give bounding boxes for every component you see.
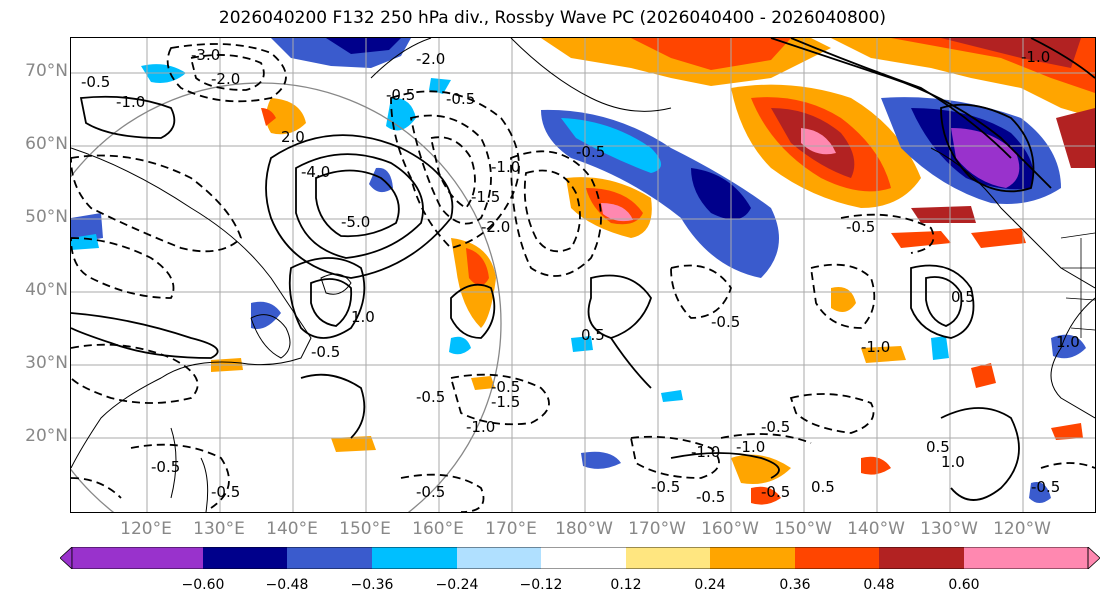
lon-label-130w: 130°W: [920, 519, 978, 539]
colorbar-segment: [372, 547, 457, 569]
contour-label: -0.5: [1031, 478, 1061, 496]
colorbar-tick: 0.24: [694, 577, 726, 593]
colorbar-tick: 0.12: [610, 577, 642, 593]
lat-label-60n: 60°N: [25, 134, 68, 154]
contour-label: 0.5: [581, 326, 605, 344]
reference-circle: [71, 82, 502, 512]
contour-label: -5.0: [341, 213, 371, 231]
contour-label: 1.0: [351, 308, 375, 326]
contours: [71, 38, 1095, 501]
coastlines: [71, 38, 1095, 512]
colorbar-tick: 0.36: [779, 577, 811, 593]
contour-label: -0.5: [311, 343, 341, 361]
lon-label-170w: 170°W: [628, 519, 686, 539]
contour-label: 1.0: [941, 453, 965, 471]
colorbar-segment: [72, 547, 203, 569]
lat-label-70n: 70°N: [25, 61, 68, 81]
contour-label: 0.5: [951, 288, 975, 306]
contour-label: -0.5: [651, 478, 681, 496]
lon-label-180w: 180°W: [555, 519, 613, 539]
contour-label: -1.0: [691, 443, 721, 461]
contour-label: -0.5: [211, 483, 241, 501]
contour-label: -0.5: [446, 90, 476, 108]
lon-label-150w: 150°W: [774, 519, 832, 539]
contour-label: -1.0: [116, 93, 146, 111]
colorbar-segment: [795, 547, 879, 569]
contour-label: -0.5: [151, 458, 181, 476]
lon-label-160e: 160°E: [412, 519, 464, 539]
contour-label: -3.0: [191, 46, 221, 64]
colorbar-segment: [287, 547, 372, 569]
contour-label: -0.5: [491, 378, 521, 396]
contour-label: -0.5: [576, 143, 606, 161]
contour-label: -1.0: [491, 158, 521, 176]
colorbar-segment: [879, 547, 964, 569]
map-title: 2026040200 F132 250 hPa div., Rossby Wav…: [218, 8, 887, 28]
lon-label-120e: 120°E: [120, 519, 172, 539]
lon-label-140w: 140°W: [847, 519, 905, 539]
contour-label: -0.5: [711, 313, 741, 331]
negative-contours: [71, 43, 1095, 512]
lon-label-120w: 120°W: [993, 519, 1051, 539]
lat-lon-grid: [71, 38, 1095, 512]
lat-label-30n: 30°N: [25, 353, 68, 373]
contour-label: -1.0: [466, 418, 496, 436]
colorbar-tick: 0.60: [948, 577, 980, 593]
colorbar: [60, 547, 1100, 569]
contour-label: -1.5: [471, 188, 501, 206]
contour-label: 1.0: [1056, 333, 1080, 351]
contour-label: 2.0: [281, 128, 305, 146]
lon-label-160w: 160°W: [701, 519, 759, 539]
colorbar-segment: [203, 547, 287, 569]
map-canvas: [71, 38, 1095, 512]
colorbar-segment: [541, 547, 626, 569]
contour-label: -0.5: [416, 388, 446, 406]
political-borders: [1060, 232, 1095, 338]
contour-label: -2.0: [211, 70, 241, 88]
colorbar-tick: −0.36: [350, 577, 394, 593]
contour-label: 0.5: [811, 478, 835, 496]
contour-label: -0.5: [761, 418, 791, 436]
contour-label: 0.5: [926, 438, 950, 456]
colorbar-segment: [60, 547, 73, 569]
colorbar-tick: −0.48: [265, 577, 309, 593]
contour-label: -1.5: [491, 393, 521, 411]
colorbar-segment: [1087, 547, 1100, 569]
colorbar-tick: −0.60: [181, 577, 225, 593]
lat-label-40n: 40°N: [25, 280, 68, 300]
contour-label: -0.5: [416, 483, 446, 501]
contour-label: -2.0: [416, 50, 446, 68]
colorbar-segment: [964, 547, 1088, 569]
contour-label: -0.5: [761, 483, 791, 501]
contour-label: -1.0: [861, 338, 891, 356]
colorbar-tick: −0.12: [519, 577, 563, 593]
colorbar-tick: 0.48: [863, 577, 895, 593]
lat-label-20n: 20°N: [25, 426, 68, 446]
colorbar-segment: [626, 547, 710, 569]
contour-label: -1.0: [1021, 48, 1051, 66]
colorbar-segment: [710, 547, 795, 569]
contour-label: -0.5: [696, 488, 726, 506]
contour-label: -2.0: [481, 218, 511, 236]
lon-label-170e: 170°E: [485, 519, 537, 539]
lon-label-140e: 140°E: [266, 519, 318, 539]
lat-label-50n: 50°N: [25, 207, 68, 227]
colorbar-segment: [457, 547, 541, 569]
lon-label-150e: 150°E: [339, 519, 391, 539]
contour-label: -1.0: [736, 438, 766, 456]
colorbar-tick: −0.24: [435, 577, 479, 593]
contour-label: -0.5: [81, 73, 111, 91]
contour-label: -4.0: [301, 163, 331, 181]
contour-label: -0.5: [846, 218, 876, 236]
contour-label: -0.5: [386, 86, 416, 104]
map-panel[interactable]: -3.0 -2.0 -0.5 -1.0 -2.0 -0.5 -0.5 -1.0 …: [70, 37, 1096, 513]
lon-label-130e: 130°E: [193, 519, 245, 539]
